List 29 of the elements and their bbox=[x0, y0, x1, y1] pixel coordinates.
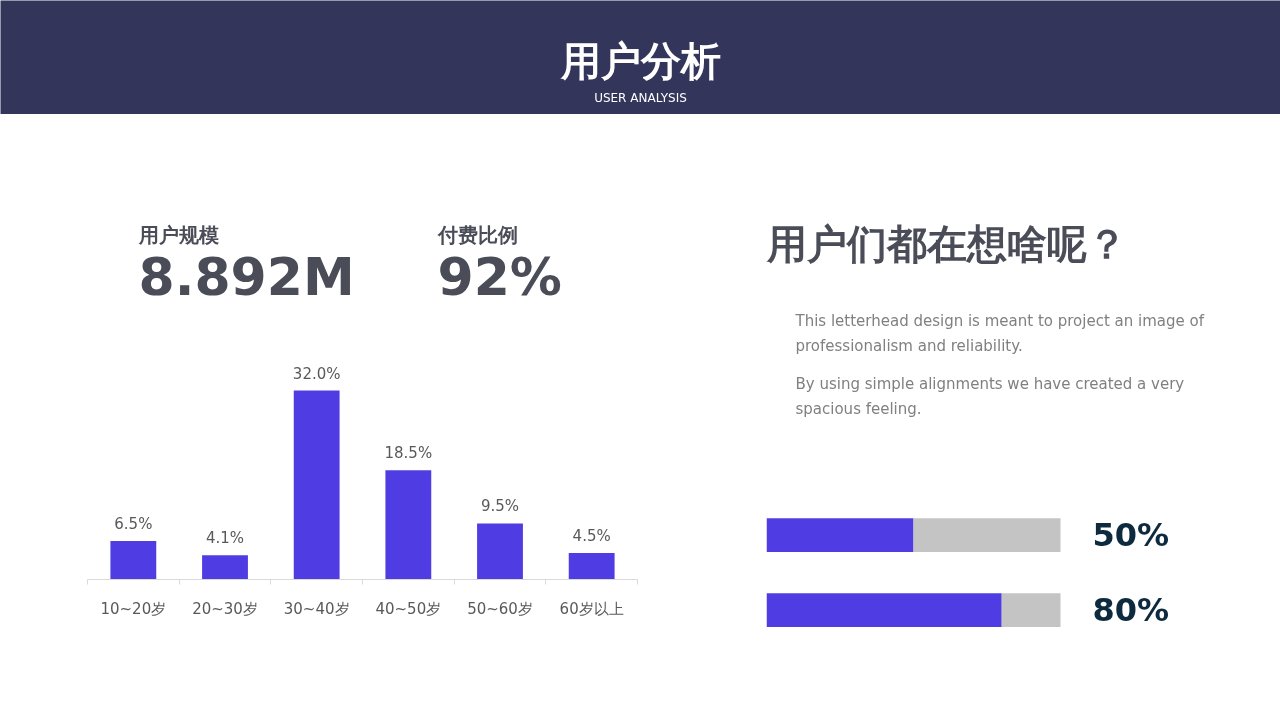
text: 用户规模 bbox=[137, 222, 219, 247]
data-label: 32.0% bbox=[292, 364, 341, 383]
bar bbox=[110, 541, 157, 580]
x-tick-label: 10~20岁 bbox=[100, 599, 167, 618]
data-label: 80% bbox=[1092, 591, 1170, 629]
data-label: 4.5% bbox=[572, 526, 611, 545]
bar bbox=[202, 555, 248, 580]
data-label: 50% bbox=[1092, 516, 1170, 554]
x-tick-label: 40~50岁 bbox=[375, 599, 442, 618]
bar bbox=[385, 470, 432, 580]
text: 用户分析 bbox=[559, 37, 721, 84]
text: 8.892M bbox=[138, 246, 355, 307]
x-tick-label: 50~60岁 bbox=[467, 599, 533, 618]
text: USER ANALYSIS bbox=[594, 90, 687, 105]
text: 付费比例 bbox=[436, 222, 518, 247]
text: 92% bbox=[437, 246, 562, 307]
text: By using simple alignments we have created a very spacious feeling. bbox=[795, 374, 1185, 418]
x-tick-label: 20~30岁 bbox=[192, 599, 258, 618]
bar bbox=[568, 552, 615, 580]
bar bbox=[293, 390, 340, 580]
data-label: 18.5% bbox=[384, 444, 433, 463]
data-label: 4.1% bbox=[205, 529, 245, 548]
bar bbox=[477, 523, 523, 580]
text: This letterhead design is meant to project an image of professionalism and reliability. bbox=[794, 311, 1205, 355]
text: 用户们都在想啥呢？ bbox=[765, 220, 1127, 267]
x-tick-label: 30~40岁 bbox=[283, 599, 350, 618]
x-tick-label: 60岁以上 bbox=[559, 599, 624, 618]
data-label: 9.5% bbox=[480, 497, 520, 516]
data-label: 6.5% bbox=[114, 515, 153, 534]
